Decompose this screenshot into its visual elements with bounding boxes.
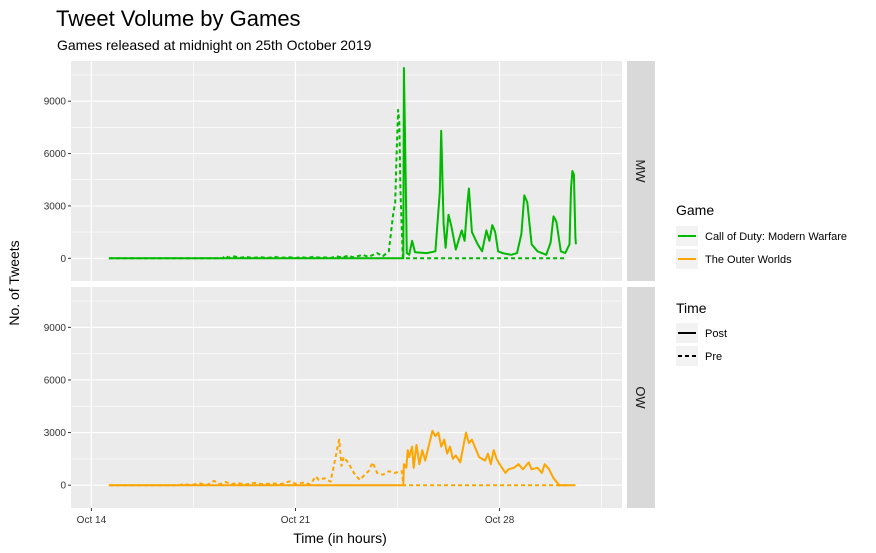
y-tick-label: 9000 [44,323,67,334]
facet-strip [627,287,655,508]
y-tick-label: 3000 [44,428,67,439]
facet-panel-ow: 0 3000 6000 9000 OW [44,287,655,508]
chart-subtitle: Games released at midnight on 25th Octob… [57,37,372,53]
series-line-ow-post [108,429,576,487]
facet-strip [627,61,655,281]
y-tick-label: 9000 [44,97,67,108]
y-tick-label: 3000 [44,201,67,212]
panel-background [71,61,622,281]
x-tick-label: Oct 28 [485,515,515,526]
legend-game-title: Game [676,202,714,218]
y-tick-label: 0 [60,254,66,265]
legend-label-ow: The Outer Worlds [705,254,792,266]
legend-label-mw: Call of Duty: Modern Warfare [705,231,847,243]
panel-background [71,287,622,508]
legend: Game Call of Duty: Modern Warfare The Ou… [676,202,847,366]
facet-strip-label: OW [633,386,648,409]
y-tick-label: 0 [60,481,66,492]
y-tick-label: 6000 [44,375,67,386]
y-axis-title: No. of Tweets [6,240,22,325]
chart-title: Tweet Volume by Games [56,6,301,31]
x-axis-title: Time (in hours) [293,530,387,546]
x-tick-label: Oct 14 [77,515,107,526]
facet-panel-mw: 0 3000 6000 9000 MW [44,61,655,281]
legend-time-title: Time [676,300,707,316]
legend-label-post: Post [705,328,727,340]
legend-label-pre: Pre [705,351,722,363]
facet-strip-label: MW [633,159,648,183]
series-line-mw-post [108,67,577,260]
x-tick-label: Oct 21 [281,515,311,526]
y-tick-label: 6000 [44,149,67,160]
